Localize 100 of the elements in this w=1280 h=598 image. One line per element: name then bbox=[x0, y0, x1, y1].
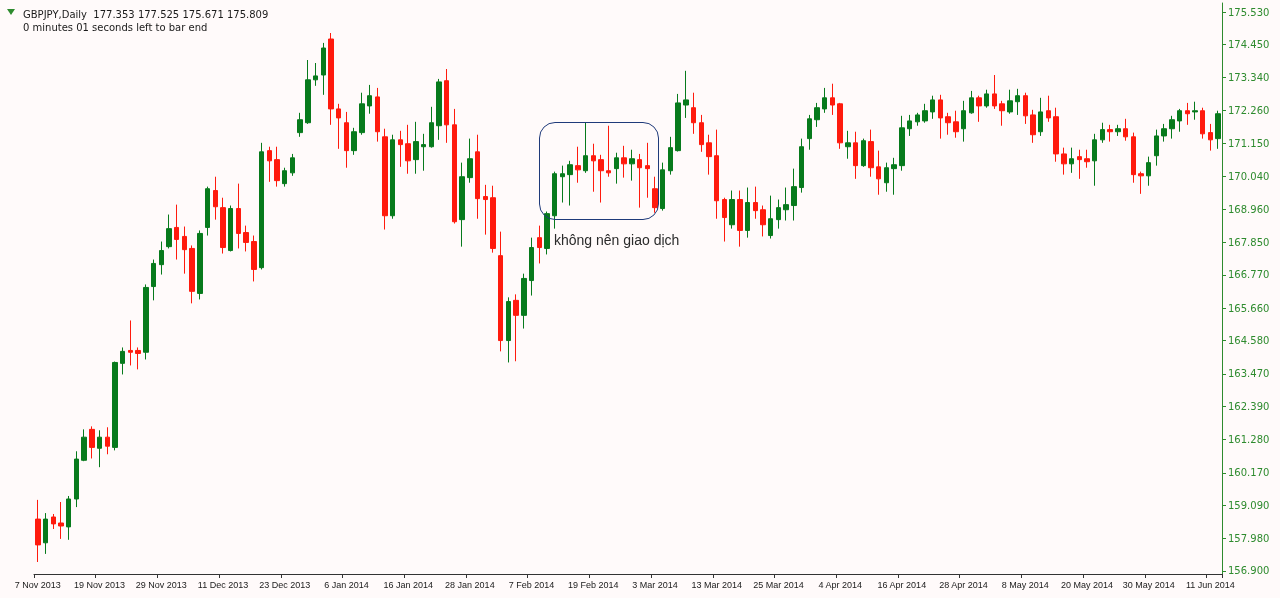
candlestick bbox=[313, 62, 318, 87]
candlestick bbox=[907, 114, 912, 137]
x-tick-label: 6 Jan 2014 bbox=[324, 579, 369, 590]
candlestick bbox=[336, 103, 341, 150]
candlestick bbox=[1015, 88, 1020, 116]
candlestick bbox=[999, 100, 1005, 127]
candlestick bbox=[58, 501, 64, 540]
candlestick bbox=[714, 129, 719, 220]
candlestick bbox=[390, 134, 395, 220]
x-tick-label: 16 Jan 2014 bbox=[383, 579, 433, 590]
candlestick bbox=[668, 136, 673, 176]
candlestick bbox=[66, 495, 71, 541]
candlestick bbox=[652, 176, 658, 214]
candlestick bbox=[521, 273, 527, 330]
x-tick-label: 4 Apr 2014 bbox=[818, 579, 862, 590]
candlestick bbox=[922, 103, 928, 124]
candlestick bbox=[699, 114, 704, 153]
x-tick-label: 20 May 2014 bbox=[1060, 579, 1114, 590]
candlestick bbox=[321, 42, 326, 96]
annotation: không nên giao dịch bbox=[554, 232, 680, 248]
candlestick bbox=[382, 128, 388, 231]
candlestick bbox=[745, 187, 750, 239]
candlestick bbox=[506, 296, 511, 363]
y-tick-label: 165.660 bbox=[1228, 302, 1270, 314]
candlestick bbox=[213, 176, 218, 221]
candlestick bbox=[629, 149, 635, 182]
candlestick bbox=[305, 59, 311, 125]
candlestick bbox=[969, 90, 974, 115]
candlestick bbox=[498, 231, 503, 352]
candlestick bbox=[359, 92, 365, 136]
candlestick bbox=[837, 102, 843, 150]
candlestick bbox=[1077, 149, 1082, 180]
candlestick bbox=[475, 134, 480, 220]
candlestick bbox=[1084, 149, 1090, 169]
candlestick bbox=[706, 134, 712, 176]
y-tick-label: 157.980 bbox=[1228, 533, 1270, 545]
candlestick bbox=[1154, 129, 1159, 167]
candlestick bbox=[691, 92, 696, 135]
y-tick-label: 173.340 bbox=[1228, 72, 1270, 84]
y-tick-label: 172.260 bbox=[1228, 104, 1270, 116]
candlestick bbox=[1131, 132, 1136, 184]
candlestick bbox=[105, 426, 110, 455]
candlestick bbox=[1053, 107, 1059, 163]
y-tick-label: 170.040 bbox=[1228, 171, 1270, 183]
candlestick bbox=[722, 197, 727, 243]
candlestick bbox=[444, 68, 449, 144]
candlestick bbox=[884, 162, 889, 193]
text: GBPJPY,Daily 177.353 177.525 175.671 175.809 bbox=[23, 8, 269, 20]
candlestick bbox=[467, 138, 473, 184]
x-tick-label: 11 Jun 2014 bbox=[1185, 579, 1235, 590]
candlestick bbox=[1138, 171, 1144, 195]
candlestick bbox=[1046, 95, 1051, 123]
x-tick-label: 25 Mar 2014 bbox=[753, 579, 804, 590]
candlestick bbox=[375, 87, 380, 143]
candlestick bbox=[814, 102, 820, 128]
candlestick bbox=[753, 186, 758, 220]
candlestick bbox=[776, 199, 781, 230]
candlestick bbox=[845, 130, 851, 160]
candlestick bbox=[868, 129, 874, 178]
candlestick bbox=[128, 319, 133, 366]
candlestick bbox=[1038, 97, 1043, 137]
candlestick bbox=[159, 241, 164, 276]
candlestick bbox=[421, 133, 426, 172]
x-tick-label: 13 Mar 2014 bbox=[691, 579, 742, 590]
y-tick-label: 163.470 bbox=[1228, 368, 1270, 380]
candlestick bbox=[1146, 156, 1151, 187]
candlestick bbox=[51, 513, 56, 530]
candlestick bbox=[945, 112, 951, 136]
candlestick bbox=[1185, 102, 1190, 126]
candlestick bbox=[861, 138, 866, 168]
candlestick bbox=[405, 124, 411, 175]
candlestick bbox=[1069, 147, 1074, 174]
x-tick-label: 28 Jan 2014 bbox=[445, 579, 495, 590]
candlestick bbox=[236, 183, 241, 249]
candlestick bbox=[876, 150, 881, 196]
x-tick-label: 19 Feb 2014 bbox=[568, 579, 619, 590]
y-tick-label: 166.770 bbox=[1228, 269, 1270, 281]
candlestick bbox=[822, 87, 827, 114]
candlestick bbox=[74, 450, 79, 508]
candlestick bbox=[560, 165, 565, 204]
candlestick bbox=[243, 225, 249, 252]
candlestick bbox=[675, 93, 681, 153]
candlestick bbox=[120, 346, 125, 375]
candlestick bbox=[1192, 101, 1198, 121]
candlestick bbox=[413, 121, 419, 175]
candlestick bbox=[737, 190, 743, 248]
candlestick bbox=[992, 74, 997, 110]
candlestick bbox=[984, 89, 989, 109]
candlestick bbox=[1061, 147, 1067, 176]
candlestick bbox=[791, 168, 797, 222]
y-tick-label: 156.900 bbox=[1228, 565, 1270, 577]
candlestick bbox=[552, 171, 557, 230]
candlestick bbox=[583, 122, 588, 174]
candlestick bbox=[768, 195, 773, 240]
candlestick bbox=[43, 512, 48, 555]
candlestick bbox=[228, 205, 233, 252]
candlestick bbox=[1007, 89, 1013, 115]
y-tick-label: 159.090 bbox=[1228, 499, 1270, 511]
x-tick-label: 23 Dec 2013 bbox=[259, 579, 311, 590]
x-tick-label: 8 May 2014 bbox=[1001, 579, 1049, 590]
